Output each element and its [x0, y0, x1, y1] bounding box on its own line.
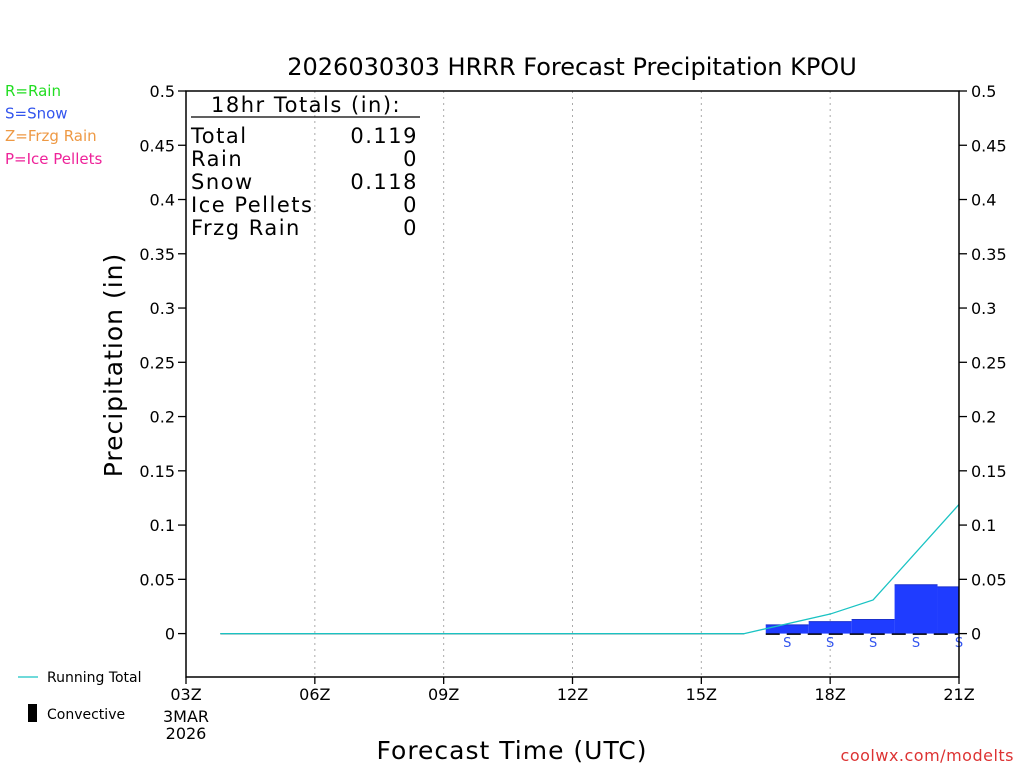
x-tick-label: 18Z [815, 685, 846, 704]
date-label-month: 3MAR [163, 707, 209, 726]
y-tick-label-right: 0 [971, 625, 981, 644]
y-tick-label-right: 0.35 [971, 245, 1007, 264]
ptype-marker: S [826, 636, 834, 651]
ptype-marker: S [869, 636, 877, 651]
y-tick-label-left: 0.1 [150, 516, 175, 535]
ptype-marker: S [783, 636, 791, 651]
x-tick-label: 15Z [686, 685, 717, 704]
y-axis-label: Precipitation (in) [99, 253, 128, 478]
series-legend: Running Total Convective [18, 670, 142, 723]
precip-bar [937, 586, 959, 634]
y-tick-label-right: 0.2 [971, 408, 996, 427]
x-tick-label: 06Z [299, 685, 330, 704]
precip-bar [894, 584, 938, 634]
totals-box-header: 18hr Totals (in): [211, 93, 401, 117]
x-tick-label: 12Z [557, 685, 588, 704]
totals-row-value: 0.118 [350, 170, 418, 194]
totals-row-value: 0 [403, 193, 418, 217]
x-tick-label: 09Z [428, 685, 459, 704]
precip-bar [851, 619, 895, 634]
y-tick-label-right: 0.15 [971, 462, 1007, 481]
totals-row-label: Rain [191, 147, 243, 171]
x-gridlines [314, 91, 831, 677]
totals-row-value: 0 [403, 147, 418, 171]
ptype-marker: S [912, 636, 920, 651]
precip-bar [765, 624, 809, 634]
totals-box: 18hr Totals (in): Total 0.119 Rain 0 Snow 0.11… [190, 93, 420, 240]
credit-text: coolwx.com/modelts [841, 746, 1014, 765]
y-axis-left: 0 0.05 0.1 0.15 0.2 0.25 0.3 0.35 0.4 0.45 0.5 [139, 82, 186, 644]
y-tick-label-left: 0.05 [139, 570, 175, 589]
y-tick-label-left: 0.5 [150, 82, 175, 101]
ptype-legend-item: S=Snow [5, 105, 68, 123]
date-label-year: 2026 [166, 724, 207, 743]
x-axis-label: Forecast Time (UTC) [377, 736, 648, 765]
y-axis-right: 0 0.05 0.1 0.15 0.2 0.25 0.3 0.35 0.4 0.45 0.5 [959, 82, 1007, 644]
totals-row-label: Ice Pellets [191, 193, 313, 217]
running-total-line [220, 504, 960, 635]
y-tick-label-left: 0.35 [139, 245, 175, 264]
y-tick-label-left: 0 [165, 625, 175, 644]
y-tick-label-left: 0.25 [139, 353, 175, 372]
totals-row-value: 0 [403, 216, 418, 240]
x-tick-label: 21Z [943, 685, 974, 704]
ptype-legend-item: P=Ice Pellets [5, 150, 102, 168]
y-tick-label-right: 0.05 [971, 570, 1007, 589]
ptype-legend-item: Z=Frzg Rain [5, 127, 97, 145]
y-tick-label-left: 0.4 [150, 191, 175, 210]
y-tick-label-right: 0.1 [971, 516, 996, 535]
ptype-legend-item: R=Rain [5, 82, 61, 100]
totals-row-label: Total [190, 124, 248, 148]
precip-bar [808, 621, 852, 634]
y-tick-label-left: 0.2 [150, 408, 175, 427]
y-tick-label-left: 0.45 [139, 136, 175, 155]
y-tick-label-right: 0.4 [971, 191, 996, 210]
y-tick-label-right: 0.25 [971, 353, 1007, 372]
ptype-legend: R=Rain S=Snow Z=Frzg Rain P=Ice Pellets [5, 82, 102, 168]
convective-legend-label: Convective [47, 707, 125, 723]
totals-row-value: 0.119 [350, 124, 418, 148]
totals-row-label: Snow [191, 170, 254, 194]
y-tick-label-right: 0.45 [971, 136, 1007, 155]
chart-title: 2026030303 HRRR Forecast Precipitation K… [287, 53, 857, 81]
running-total-series [220, 504, 960, 635]
y-tick-label-left: 0.15 [139, 462, 175, 481]
x-tick-label: 03Z [170, 685, 201, 704]
y-tick-label-left: 0.3 [150, 299, 175, 318]
totals-row-label: Frzg Rain [191, 216, 301, 240]
x-axis: 03Z 06Z 09Z 12Z 15Z 18Z 21Z [170, 677, 975, 704]
y-tick-label-right: 0.3 [971, 299, 996, 318]
convective-legend-swatch [28, 704, 37, 722]
running-total-legend-label: Running Total [47, 670, 142, 686]
y-tick-label-right: 0.5 [971, 82, 996, 101]
hourly-bars [765, 584, 959, 635]
